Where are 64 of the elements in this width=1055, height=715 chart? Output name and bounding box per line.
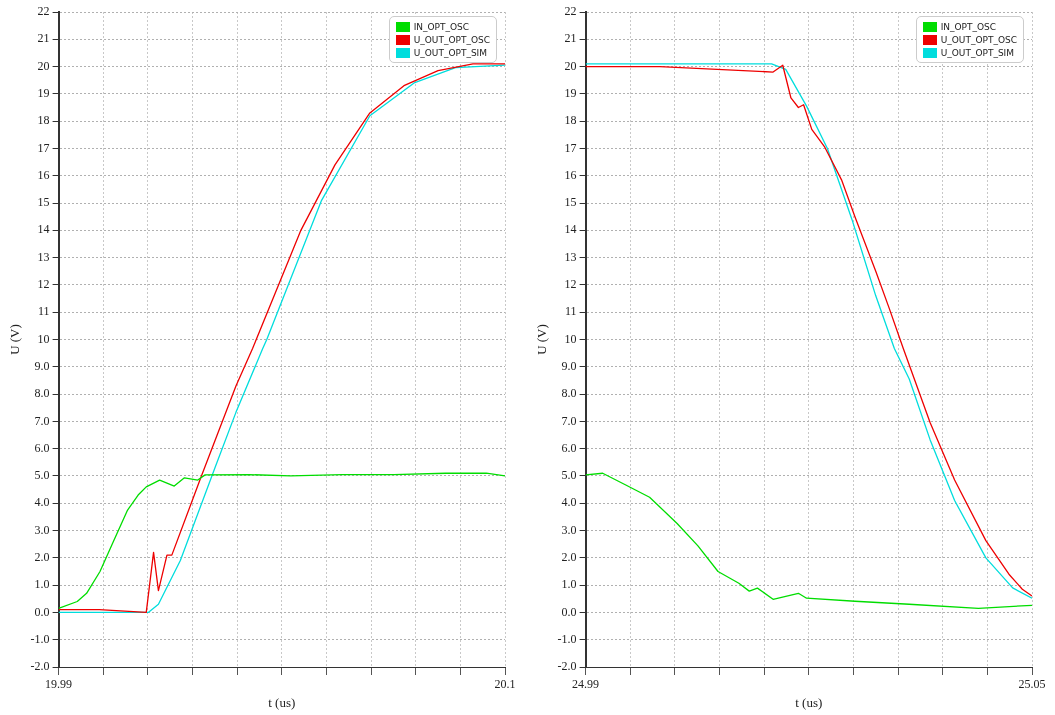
y-tick-label: 17 bbox=[564, 140, 577, 155]
y-tick-label: -1.0 bbox=[557, 631, 577, 646]
legend-label: U_OUT_OPT_SIM bbox=[413, 47, 488, 58]
y-tick-label: 6.0 bbox=[34, 440, 50, 455]
y-tick-label: 1.0 bbox=[561, 577, 577, 592]
y-tick-label: 20 bbox=[37, 58, 50, 73]
y-tick-label: 4.0 bbox=[561, 495, 577, 510]
y-tick-label: 11 bbox=[565, 304, 577, 319]
y-tick-label: 2.0 bbox=[561, 549, 577, 564]
y-tick-label: 9.0 bbox=[561, 358, 577, 373]
y-tick-label: 3.0 bbox=[561, 522, 577, 537]
y-tick-label: 14 bbox=[37, 222, 50, 237]
y-tick-label: 19 bbox=[37, 86, 50, 101]
y-tick-label: 16 bbox=[37, 167, 50, 182]
y-tick-label: -1.0 bbox=[30, 631, 50, 646]
y-tick-label: 21 bbox=[564, 31, 577, 46]
y-tick-label: 15 bbox=[564, 195, 577, 210]
y-tick-label: 4.0 bbox=[34, 495, 50, 510]
y-tick-label: -2.0 bbox=[30, 659, 50, 674]
y-tick-label: 15 bbox=[37, 195, 50, 210]
y-tick-label: 8.0 bbox=[561, 386, 577, 401]
x-axis-title: t (us) bbox=[795, 694, 823, 710]
y-tick-label: 9.0 bbox=[34, 358, 50, 373]
y-tick-label: 5.0 bbox=[34, 468, 50, 483]
legend-label: IN_OPT_OSC bbox=[940, 21, 997, 32]
y-tick-label: -2.0 bbox=[557, 659, 577, 674]
y-axis-title: U (V) bbox=[7, 324, 23, 355]
y-tick-label: 7.0 bbox=[561, 413, 577, 428]
y-tick-label: 18 bbox=[564, 113, 577, 128]
y-tick-label: 12 bbox=[564, 277, 577, 292]
legend-label: U_OUT_OPT_OSC bbox=[413, 34, 490, 45]
y-tick-label: 19 bbox=[564, 86, 577, 101]
legend-label: IN_OPT_OSC bbox=[413, 21, 470, 32]
y-tick-label: 14 bbox=[564, 222, 577, 237]
y-tick-label: 17 bbox=[37, 140, 50, 155]
y-tick-label: 1.0 bbox=[34, 577, 50, 592]
y-tick-label: 2.0 bbox=[34, 549, 50, 564]
y-tick-label: 22 bbox=[564, 4, 577, 19]
x-tick-label: 25.05 bbox=[1018, 677, 1046, 692]
y-tick-label: 18 bbox=[37, 113, 50, 128]
y-tick-label: 0.0 bbox=[34, 604, 50, 619]
y-tick-label: 11 bbox=[38, 304, 50, 319]
y-tick-label: 12 bbox=[37, 277, 50, 292]
y-tick-label: 0.0 bbox=[561, 604, 577, 619]
x-tick-label: 24.99 bbox=[572, 677, 600, 692]
y-tick-label: 3.0 bbox=[34, 522, 50, 537]
y-tick-label: 7.0 bbox=[34, 413, 50, 428]
y-tick-label: 16 bbox=[564, 167, 577, 182]
y-tick-label: 6.0 bbox=[561, 440, 577, 455]
y-tick-label: 10 bbox=[37, 331, 50, 346]
y-axis-title: U (V) bbox=[534, 324, 550, 355]
x-tick-label: 19.99 bbox=[45, 677, 73, 692]
x-axis-title: t (us) bbox=[268, 694, 296, 710]
legend-label: U_OUT_OPT_SIM bbox=[940, 47, 1015, 58]
y-tick-label: 22 bbox=[37, 4, 50, 19]
legend-label: U_OUT_OPT_OSC bbox=[940, 34, 1017, 45]
x-tick-label: 20.1 bbox=[494, 677, 516, 692]
y-tick-label: 10 bbox=[564, 331, 577, 346]
y-tick-label: 8.0 bbox=[34, 386, 50, 401]
y-tick-label: 13 bbox=[564, 249, 577, 264]
y-tick-label: 13 bbox=[37, 249, 50, 264]
y-tick-label: 5.0 bbox=[561, 468, 577, 483]
y-tick-label: 20 bbox=[564, 58, 577, 73]
y-tick-label: 21 bbox=[37, 31, 50, 46]
